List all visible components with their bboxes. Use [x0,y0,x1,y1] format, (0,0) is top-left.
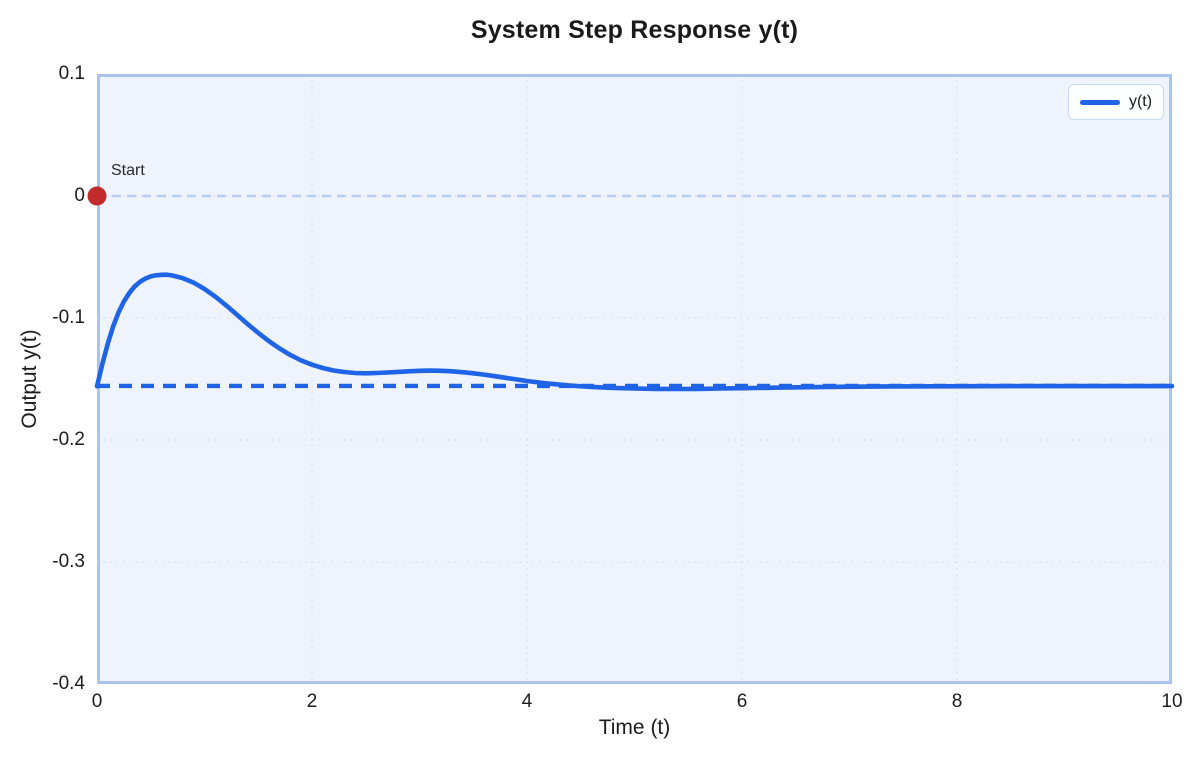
y-tick-label: -0.2 [52,429,85,450]
y-tick-label: -0.1 [52,307,85,328]
chart-title: System Step Response y(t) [470,16,799,44]
x-axis-label: Time (t) [598,716,671,739]
x-tick-label: 0 [91,691,103,712]
legend-line-sample-icon [1079,99,1120,105]
x-tick-label: 10 [1161,691,1183,712]
y-axis-label: Output y(t) [18,329,41,429]
x-tick-label: 8 [951,691,963,712]
plot-area [97,74,1172,684]
start-annotation-label: Start [111,162,145,179]
y-tick-label: 0 [74,185,85,206]
y-tick-label: -0.3 [52,551,85,572]
y-tick-label: 0.1 [58,63,85,84]
x-tick-label: 6 [736,691,748,712]
legend: y(t) [1068,84,1164,120]
y-tick-label: -0.4 [52,673,85,694]
legend-series-label: y(t) [1128,93,1153,110]
x-tick-label: 2 [306,691,318,712]
x-tick-label: 4 [521,691,533,712]
